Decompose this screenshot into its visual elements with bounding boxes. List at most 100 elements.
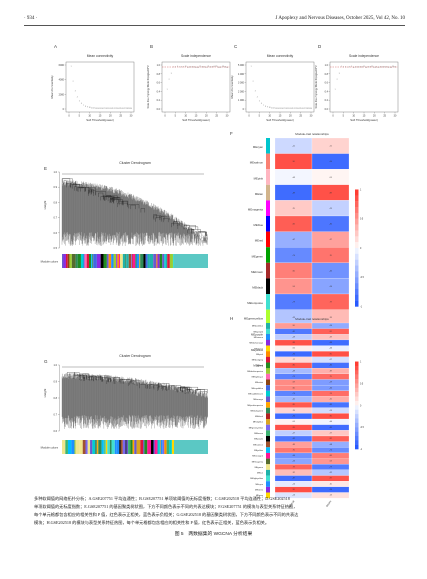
cell-value: -.89 <box>292 192 295 194</box>
x-tick-label: 25 <box>119 115 122 118</box>
panel-letter: F <box>230 131 233 136</box>
module-label: MElightyellow <box>250 477 263 480</box>
module-label: MEsienna <box>254 337 264 339</box>
cell-value: .32 <box>292 472 295 474</box>
color-scale-step <box>355 207 359 214</box>
threshold-point: 13 <box>191 66 193 68</box>
module-colors-label: Module colors <box>41 260 59 264</box>
trait-label: Stroke <box>325 499 333 508</box>
module-label: MEorange <box>253 398 263 401</box>
panel-title: Scale independence <box>349 54 379 58</box>
cell-value: .41 <box>329 399 332 401</box>
module-swatch <box>266 430 270 436</box>
color-scale-step <box>355 265 359 272</box>
threshold-point: 19 <box>203 66 205 68</box>
module-label: MEroyalblue <box>251 387 263 390</box>
threshold-point: 17 <box>283 108 285 110</box>
cell-value: -.39 <box>292 370 295 372</box>
threshold-point: 19 <box>287 108 289 110</box>
module-swatch <box>266 339 270 346</box>
threshold-point: 4 <box>341 66 342 68</box>
cell-value: .82 <box>292 224 295 226</box>
y-axis-label: Scale Free Topology Model Fit,signed R^2 <box>315 65 318 109</box>
threshold-point: 14 <box>361 66 363 68</box>
threshold-point: 1 <box>167 89 168 91</box>
panel-e-cluster-dendrogram: E Cluster Dendrogram 1.0 0.9 0.8 0.7 0.6 0.5 Hei… <box>41 161 208 268</box>
threshold-point: 24 <box>118 108 120 110</box>
caption-line-2: 单项软阈值的无标度指数；E.GSE207751 的基因聚类树状图，下方不同颜色表… <box>34 504 298 509</box>
threshold-point: 12 <box>189 67 191 69</box>
y-tick-label: 0.5 <box>54 247 58 250</box>
x-tick-label: 15 <box>99 115 102 118</box>
y-tick-label: 0.8 <box>54 201 58 204</box>
module-label: MEskyblue <box>253 422 264 424</box>
threshold-point: 28 <box>306 108 308 110</box>
cell-value: -.47 <box>292 239 295 241</box>
cell-value: .74 <box>329 393 332 395</box>
color-scale-step <box>355 422 359 428</box>
x-tick-label: 15 <box>279 115 282 118</box>
module-label: MEbrown <box>251 270 263 274</box>
module-label: MEdarkgreen <box>251 409 264 412</box>
module-swatch <box>266 385 270 391</box>
y-tick-label: 0.9 <box>54 381 58 384</box>
module-label: MEgrey60 <box>254 330 264 333</box>
x-tick-label: 0 <box>248 115 250 118</box>
color-scale-step <box>355 236 359 243</box>
cell-value: .47 <box>329 239 332 241</box>
color-scale-step <box>355 365 359 371</box>
color-scale-step <box>355 212 359 219</box>
threshold-point: 29 <box>308 108 310 110</box>
module-swatch <box>266 441 270 448</box>
x-axis-label: Soft Threshold(power) <box>266 118 294 122</box>
cell-value: .19 <box>292 410 295 412</box>
panel-d-scale-independence: D Scale independence 1.0 0.8 0.6 0.4 0.2 0.0 0 5 1… <box>315 44 399 122</box>
threshold-point: 5 <box>175 67 176 69</box>
module-color-bar <box>62 440 208 454</box>
color-scale-step <box>355 387 359 393</box>
color-scale-step <box>355 374 359 380</box>
module-swatch <box>266 373 270 380</box>
x-tick-label: 0 <box>68 115 70 118</box>
threshold-point: 24 <box>382 66 384 68</box>
color-scale-step <box>355 300 359 307</box>
x-tick-label: 10 <box>184 115 187 118</box>
threshold-point: 14 <box>193 66 195 68</box>
y-tick-label: 0.6 <box>157 82 161 85</box>
color-scale-step <box>355 370 359 375</box>
color-scale-step <box>355 271 359 278</box>
threshold-point: 9 <box>87 107 88 109</box>
x-axis-label: Soft Threshold(power) <box>182 118 210 122</box>
panel-letter: B <box>150 44 153 49</box>
threshold-point: 18 <box>201 67 203 69</box>
threshold-point: 29 <box>128 108 130 110</box>
cell-value: -.21 <box>292 146 295 148</box>
module-swatch <box>266 231 270 248</box>
cell-value: -.17 <box>329 359 332 361</box>
dendrogram-branches <box>61 178 207 237</box>
threshold-point: 6 <box>345 67 346 69</box>
cell-value: -.50 <box>329 325 332 327</box>
threshold-point: 25 <box>300 108 302 110</box>
module-swatch <box>266 447 270 453</box>
y-tick-label: 0.8 <box>54 397 58 400</box>
threshold-point: 20 <box>205 67 207 69</box>
module-swatch <box>266 486 270 493</box>
threshold-point: 1 <box>71 66 72 68</box>
module-swatch <box>266 323 270 329</box>
threshold-point: 19 <box>371 66 373 68</box>
module-label: MEblack <box>255 416 264 418</box>
module-swatch <box>266 153 270 170</box>
module-label: MEgrey <box>253 364 263 368</box>
threshold-point: 23 <box>296 108 298 110</box>
threshold-point: 26 <box>122 108 124 110</box>
cell-value: .82 <box>329 438 332 440</box>
scale-tick-label: 0.5 <box>360 219 364 221</box>
cell-value: -.90 <box>292 416 295 418</box>
cell-value: .13 <box>329 495 332 497</box>
x-tick-label: 15 <box>195 115 198 118</box>
panel-letter: H <box>230 316 233 321</box>
color-scale-step <box>355 435 359 441</box>
dendrogram-branches <box>67 372 208 396</box>
cell-value: -.79 <box>292 302 295 304</box>
